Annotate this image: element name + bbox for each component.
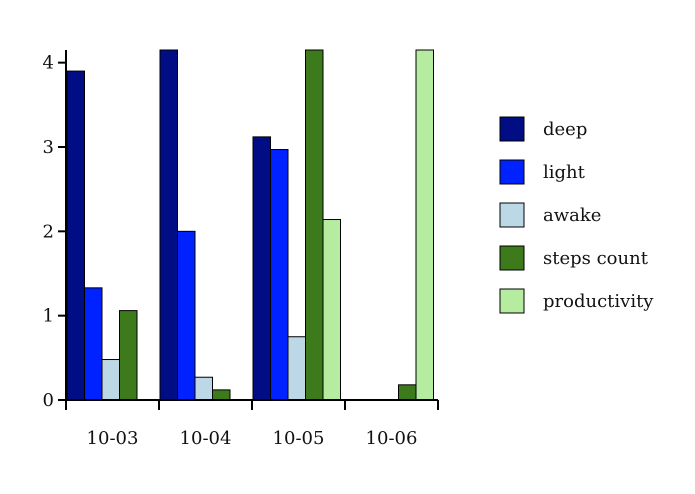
bar-steps-count-10-04 — [212, 389, 231, 401]
bar-deep-10-05 — [252, 136, 271, 401]
legend-swatch-light — [499, 159, 525, 185]
legend-label-awake: awake — [543, 205, 601, 226]
x-tick-label: 10-03 — [87, 428, 139, 449]
legend-label-steps-count: steps count — [543, 248, 649, 269]
bar-productivity-10-05 — [322, 219, 341, 401]
bar-steps-count-10-05 — [305, 49, 324, 401]
legend-swatch-steps-count — [499, 245, 525, 271]
bar-awake-10-03 — [101, 359, 120, 401]
bar-awake-10-04 — [194, 376, 213, 401]
legend-swatch-deep — [499, 116, 525, 142]
legend: deep light awake steps count productivity — [499, 116, 654, 314]
bar-light-10-05 — [270, 149, 289, 401]
bars-layer — [66, 49, 434, 401]
legend-label-deep: deep — [543, 119, 587, 140]
legend-swatch-productivity — [499, 288, 525, 314]
bar-awake-10-05 — [287, 336, 306, 401]
y-tick-label: 3 — [43, 137, 54, 158]
x-tick-label: 10-05 — [273, 428, 325, 449]
bar-light-10-03 — [84, 287, 103, 401]
x-ticks: 10-03 10-04 10-05 10-06 — [87, 400, 439, 449]
legend-label-light: light — [543, 162, 586, 183]
bar-steps-count-10-06 — [398, 384, 417, 401]
bar-steps-count-10-03 — [119, 310, 138, 401]
bar-deep-10-03 — [66, 70, 85, 401]
y-tick-label: 1 — [43, 306, 54, 327]
axes-layer — [58, 50, 438, 410]
legend-swatch-awake — [499, 202, 525, 228]
y-tick-label: 2 — [43, 221, 54, 242]
bar-light-10-04 — [177, 230, 196, 401]
y-ticks: 0 1 2 3 4 — [43, 53, 66, 411]
bar-productivity-10-06 — [415, 49, 434, 401]
x-tick-label: 10-04 — [180, 428, 232, 449]
bar-deep-10-04 — [159, 49, 178, 401]
x-tick-label: 10-06 — [366, 428, 418, 449]
y-tick-label: 4 — [43, 53, 54, 74]
y-tick-label: 0 — [43, 390, 54, 411]
legend-label-productivity: productivity — [543, 291, 654, 312]
